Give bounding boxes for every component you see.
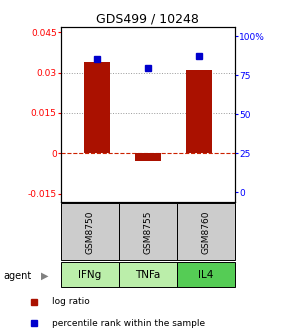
Text: log ratio: log ratio bbox=[52, 297, 90, 306]
Bar bbox=[177, 203, 235, 260]
Text: GSM8755: GSM8755 bbox=[143, 210, 153, 254]
Text: ▶: ▶ bbox=[41, 271, 49, 281]
Bar bbox=[84, 62, 110, 153]
Text: IL4: IL4 bbox=[198, 270, 214, 280]
Bar bbox=[119, 262, 177, 287]
Bar bbox=[135, 153, 161, 161]
Bar bbox=[61, 203, 119, 260]
Bar bbox=[119, 203, 177, 260]
Bar bbox=[177, 262, 235, 287]
Bar bbox=[61, 262, 119, 287]
Title: GDS499 / 10248: GDS499 / 10248 bbox=[97, 13, 199, 26]
Text: GSM8760: GSM8760 bbox=[201, 210, 211, 254]
Text: agent: agent bbox=[3, 271, 31, 281]
Text: TNFa: TNFa bbox=[135, 270, 161, 280]
Text: percentile rank within the sample: percentile rank within the sample bbox=[52, 319, 205, 328]
Text: IFNg: IFNg bbox=[78, 270, 102, 280]
Text: GSM8750: GSM8750 bbox=[85, 210, 95, 254]
Bar bbox=[186, 70, 212, 153]
